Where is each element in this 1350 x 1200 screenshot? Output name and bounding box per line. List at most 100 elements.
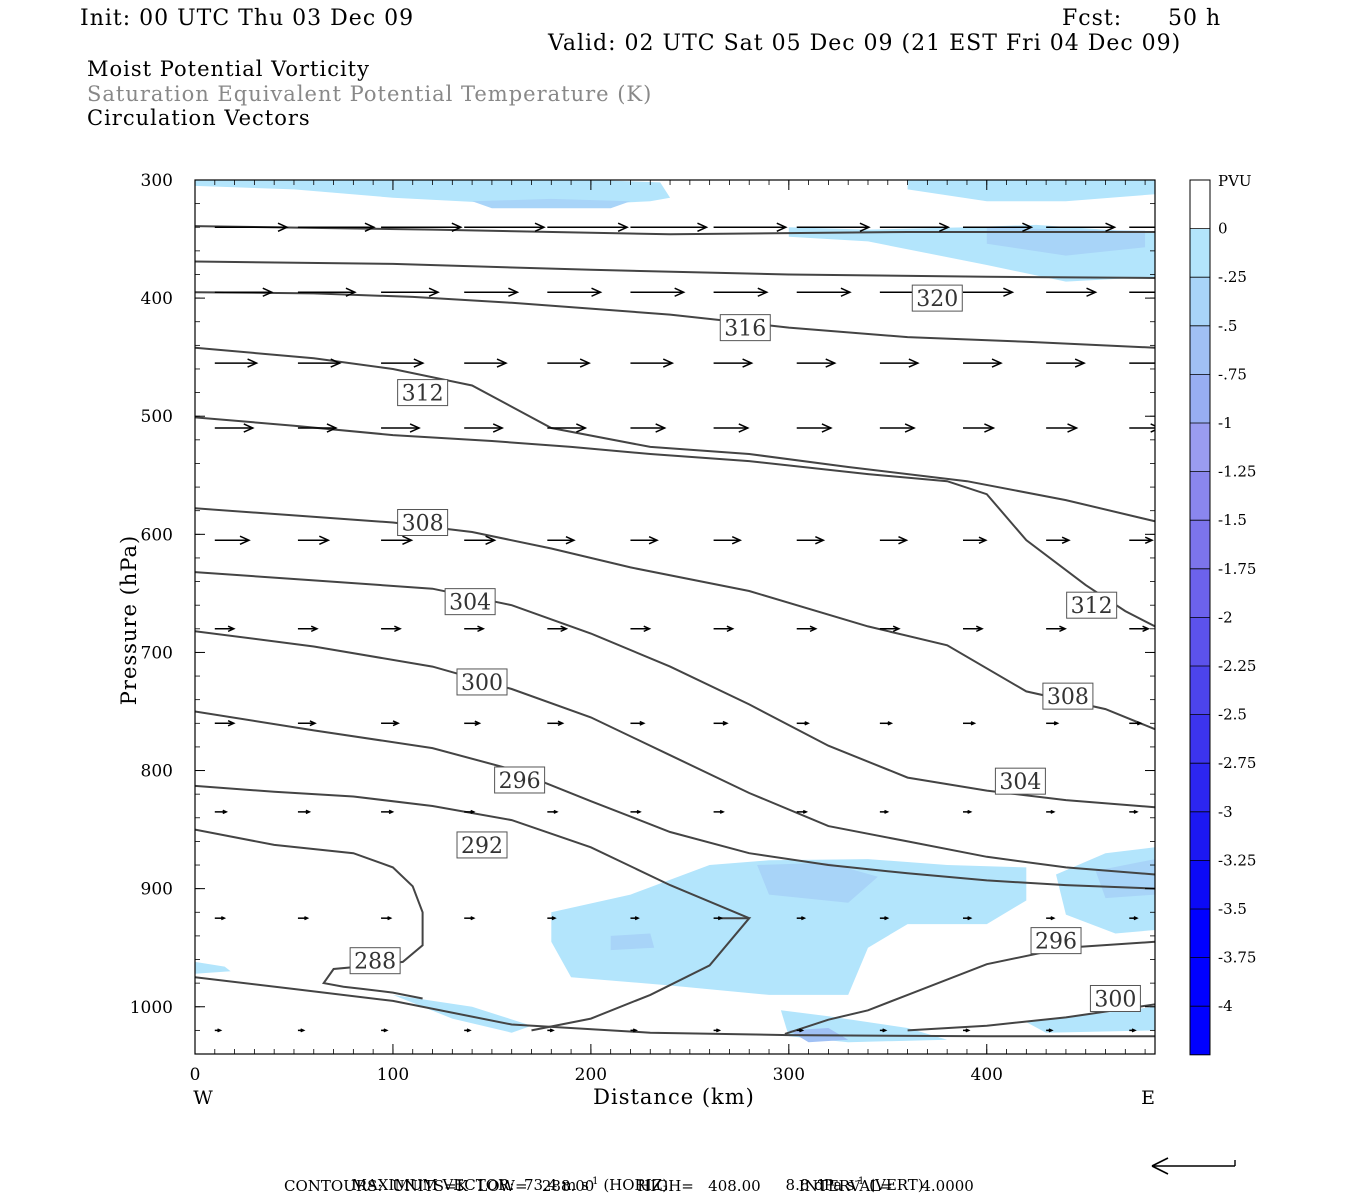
circulation-vector [796,535,826,545]
circulation-vector [297,1028,306,1033]
colorbar-level-label: -1.75 [1218,560,1256,578]
circulation-vector [713,1028,722,1033]
horiz-superscript: -1 [588,1176,599,1187]
pv-shade-region [986,227,1146,256]
circulation-vector [879,358,920,368]
circulation-vector [547,535,576,545]
y-tick-label: 400 [141,289,173,309]
max-vector-horiz: 73.4 m s [523,1176,589,1194]
contour-label: 288 [354,950,396,975]
circulation-vector [214,222,289,232]
title-theta-es: Saturation Equivalent Potential Temperat… [87,82,653,106]
circulation-vector [381,625,402,633]
reference-vector [1151,1157,1236,1175]
contour-label: 304 [449,591,491,616]
circulation-vector [796,358,837,368]
circulation-vector [464,222,546,232]
circulation-vector [1046,721,1060,726]
theta-es-contour-312 [195,346,1155,523]
x-tick-label: 0 [190,1065,201,1085]
circulation-vector [464,535,497,545]
forecast-label: Fcst: [1062,6,1123,31]
contour-label-box [994,767,1046,795]
y-tick-label: 700 [141,643,173,663]
colorbar-swatch [1190,374,1210,423]
circulation-vector [713,625,735,633]
colorbar-level-label: -3 [1218,803,1233,821]
circulation-vector [464,809,476,814]
circulation-vector [1129,226,1155,228]
circulation-vector [381,222,463,232]
colorbar-level-label: -3.75 [1218,949,1256,967]
contour-label-box [397,379,449,407]
circulation-vector [796,1028,805,1033]
colorbar-swatch [1190,423,1210,472]
circulation-vector [464,287,520,297]
colorbar-swatch [1190,325,1210,375]
circulation-vector [214,423,255,433]
circulation-vector [214,287,274,297]
circulation-vector [1046,809,1056,814]
y-tick-label: 1000 [130,998,173,1018]
colorbar-level-label: -2 [1218,608,1233,626]
circulation-vector [713,423,750,433]
y-tick-label: 900 [141,880,173,900]
circulation-vector [796,809,809,814]
circulation-vector [547,916,557,921]
circulation-vector [547,720,565,727]
circulation-vector [963,721,977,726]
contour-label: 292 [461,834,503,859]
circulation-vector [879,916,890,921]
circulation-vector [796,625,818,633]
x-left-end-label: W [193,1087,213,1109]
circulation-vector [1046,625,1067,633]
circulation-vector [1129,291,1155,293]
theta-es-contour-288 [195,828,424,1000]
circulation-vector [879,625,901,633]
circulation-vector [713,720,729,726]
x-tick-label: 300 [773,1065,805,1085]
circulation-vector [963,536,988,544]
circulation-vector [547,625,569,633]
circulation-vector [297,358,342,368]
theta-es-contour-318 [195,260,1155,279]
x-axis-label: Distance (km) [593,1085,755,1109]
colorbar-swatch [1190,180,1210,229]
circulation-vector [297,535,331,545]
circulation-vector [879,423,916,433]
circulation-vector [963,809,973,814]
colorbar-level-label: -.25 [1218,268,1247,286]
circulation-vector [1129,916,1139,921]
colorbar-level-label: -.75 [1218,365,1247,383]
circulation-vector [796,423,833,433]
colorbar-level-label: 0 [1218,220,1228,238]
circulation-vector [713,222,788,232]
pv-shade-region [610,933,655,951]
circulation-vector [879,222,951,232]
circulation-vector [547,809,559,814]
y-tick-label: 500 [141,407,173,427]
circulation-vector [1046,423,1079,433]
circulation-vector [630,287,686,297]
forecast-value: 50 h [1168,6,1222,31]
colorbar-level-label: -2.75 [1218,754,1256,772]
valid-time: Valid: 02 UTC Sat 05 Dec 09 (21 EST Fri … [548,31,1182,56]
contour-label: 312 [1071,594,1113,619]
contour-label-box [911,284,963,312]
contour-label-box [1030,927,1082,955]
pv-shade-region [757,862,878,903]
circulation-vector [963,358,1003,368]
contour-label: 312 [402,382,444,407]
contour-label: 300 [1094,987,1136,1012]
circulation-vector [214,625,236,633]
circulation-vector [796,721,810,726]
colorbar-level-label: -1.5 [1218,511,1247,529]
contour-label-box [1089,984,1141,1012]
max-vector-label: MAXIMUM VECTOR: [351,1176,515,1194]
contour-label: 316 [724,317,766,342]
circulation-vector [214,1028,223,1033]
circulation-vector [547,358,591,368]
contour-label-box [456,831,508,859]
circulation-vector [1046,358,1086,368]
init-time: Init: 00 UTC Thu 03 Dec 09 [80,6,415,31]
